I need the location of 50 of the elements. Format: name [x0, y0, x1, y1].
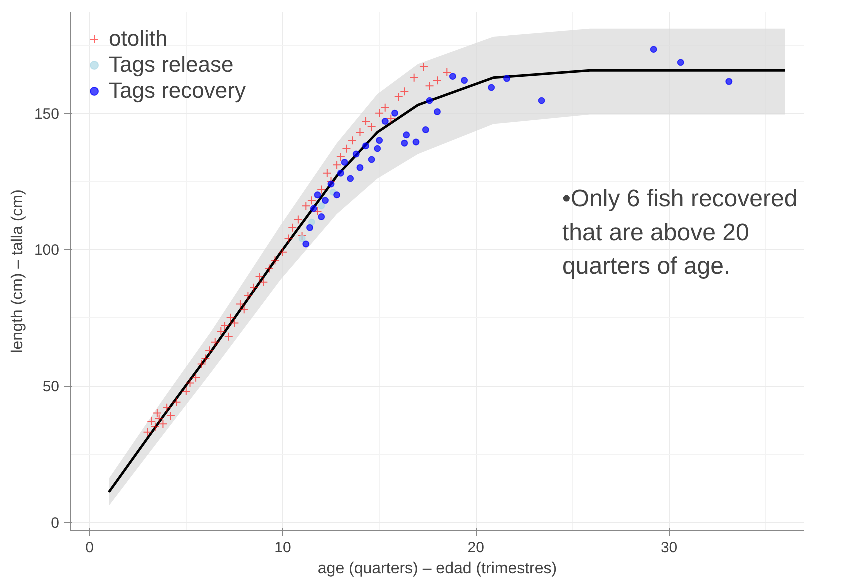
point — [461, 77, 468, 84]
point — [422, 126, 430, 134]
point — [538, 97, 546, 104]
point — [306, 224, 314, 232]
point — [302, 240, 310, 248]
y-tick-label: 0 — [51, 514, 60, 532]
point — [334, 192, 341, 199]
point — [362, 142, 370, 150]
legend-label: otolith — [109, 26, 168, 52]
point — [488, 84, 496, 92]
y-axis-title: length (cm) – talla (cm) — [9, 190, 26, 354]
point — [352, 150, 360, 158]
point — [298, 235, 306, 242]
point — [426, 97, 434, 104]
x-tick-label: 0 — [86, 540, 94, 556]
point — [412, 138, 420, 146]
point — [368, 156, 376, 164]
point — [449, 73, 456, 80]
point — [726, 78, 733, 86]
legend-label: Tags release — [109, 52, 234, 78]
annotation: •Only 6 fish recovered that are above 20 quarters of age. — [562, 186, 798, 280]
point — [382, 118, 389, 126]
point — [677, 59, 684, 66]
point — [328, 180, 335, 188]
point — [318, 213, 326, 220]
point — [322, 197, 329, 204]
point — [434, 108, 441, 116]
y-tick-label: 50 — [42, 378, 60, 396]
y-tick-label: 150 — [34, 106, 60, 123]
point — [308, 218, 316, 226]
point — [650, 46, 658, 54]
point — [401, 140, 408, 147]
point — [310, 205, 318, 212]
point — [504, 75, 511, 82]
point — [376, 137, 384, 144]
point — [314, 192, 322, 199]
point — [337, 170, 344, 177]
point — [356, 164, 364, 172]
y-tick-label: 100 — [34, 242, 60, 260]
x-tick-label: 30 — [660, 540, 678, 556]
x-tick-label: 20 — [468, 540, 484, 556]
point — [318, 202, 326, 210]
point — [347, 175, 354, 182]
point — [392, 110, 399, 117]
point — [374, 145, 382, 152]
x-tick-label: 10 — [274, 540, 292, 556]
x-axis-title: age (quarters) – edad (trimestres) — [318, 560, 558, 578]
legend-label: Tags recovery — [109, 78, 246, 104]
point — [403, 132, 410, 139]
point — [341, 158, 348, 166]
